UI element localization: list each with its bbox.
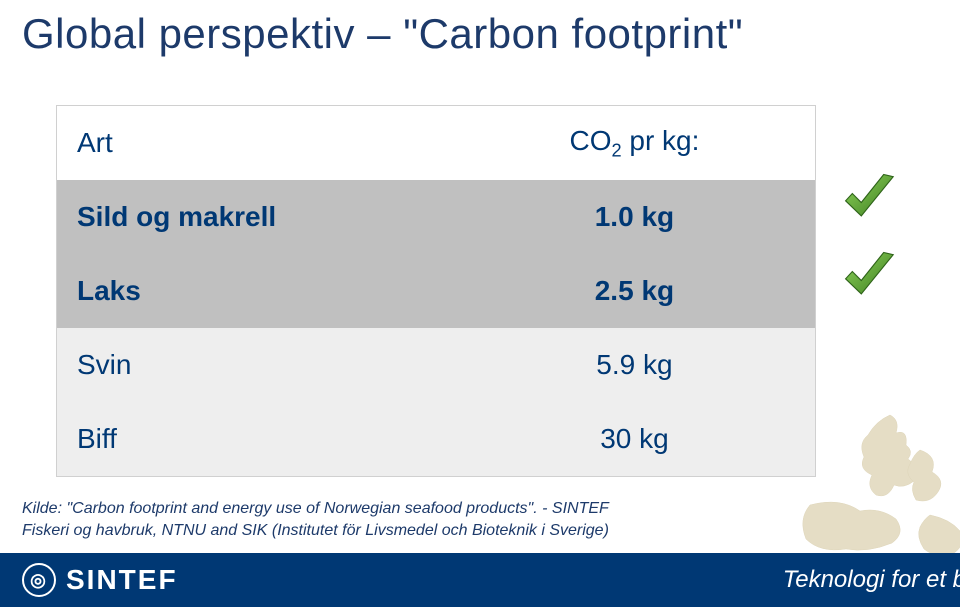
check-icon [840,248,896,304]
table-row: Biff 30 kg [57,402,815,476]
page-title: Global perspektiv – "Carbon footprint" [22,10,743,58]
table-cell-value: 1.0 kg [474,201,815,233]
table-cell-value: 2.5 kg [474,275,815,307]
source-line-1: Kilde: "Carbon footprint and energy use … [22,498,662,520]
table-row: Sild og makrell 1.0 kg [57,180,815,254]
carbon-table: Art CO2 pr kg: Sild og makrell 1.0 kg La… [56,105,816,477]
footer-tagline: Teknologi for et b [783,566,960,594]
table-header-col-2: CO2 pr kg: [474,125,815,162]
source-citation: Kilde: "Carbon footprint and energy use … [22,498,662,541]
table-cell-label: Biff [57,423,474,455]
logo-text: SINTEF [66,564,178,596]
logo-mark-icon: ◎ [22,563,56,597]
source-line-2: Fiskeri og havbruk, NTNU and SIK (Instit… [22,520,662,542]
table-row: Svin 5.9 kg [57,328,815,402]
sintef-logo: ◎ SINTEF [22,563,178,597]
table-cell-label: Sild og makrell [57,201,474,233]
check-icon [840,170,896,226]
table-row: Laks 2.5 kg [57,254,815,328]
table-cell-label: Svin [57,349,474,381]
table-header-row: Art CO2 pr kg: [57,106,815,180]
footer: ◎ SINTEF Teknologi for et b [0,553,960,607]
table-cell-value: 5.9 kg [474,349,815,381]
table-header-col-1: Art [57,127,474,159]
table-cell-label: Laks [57,275,474,307]
table-cell-value: 30 kg [474,423,815,455]
slide: Global perspektiv – "Carbon footprint" A… [0,0,960,607]
